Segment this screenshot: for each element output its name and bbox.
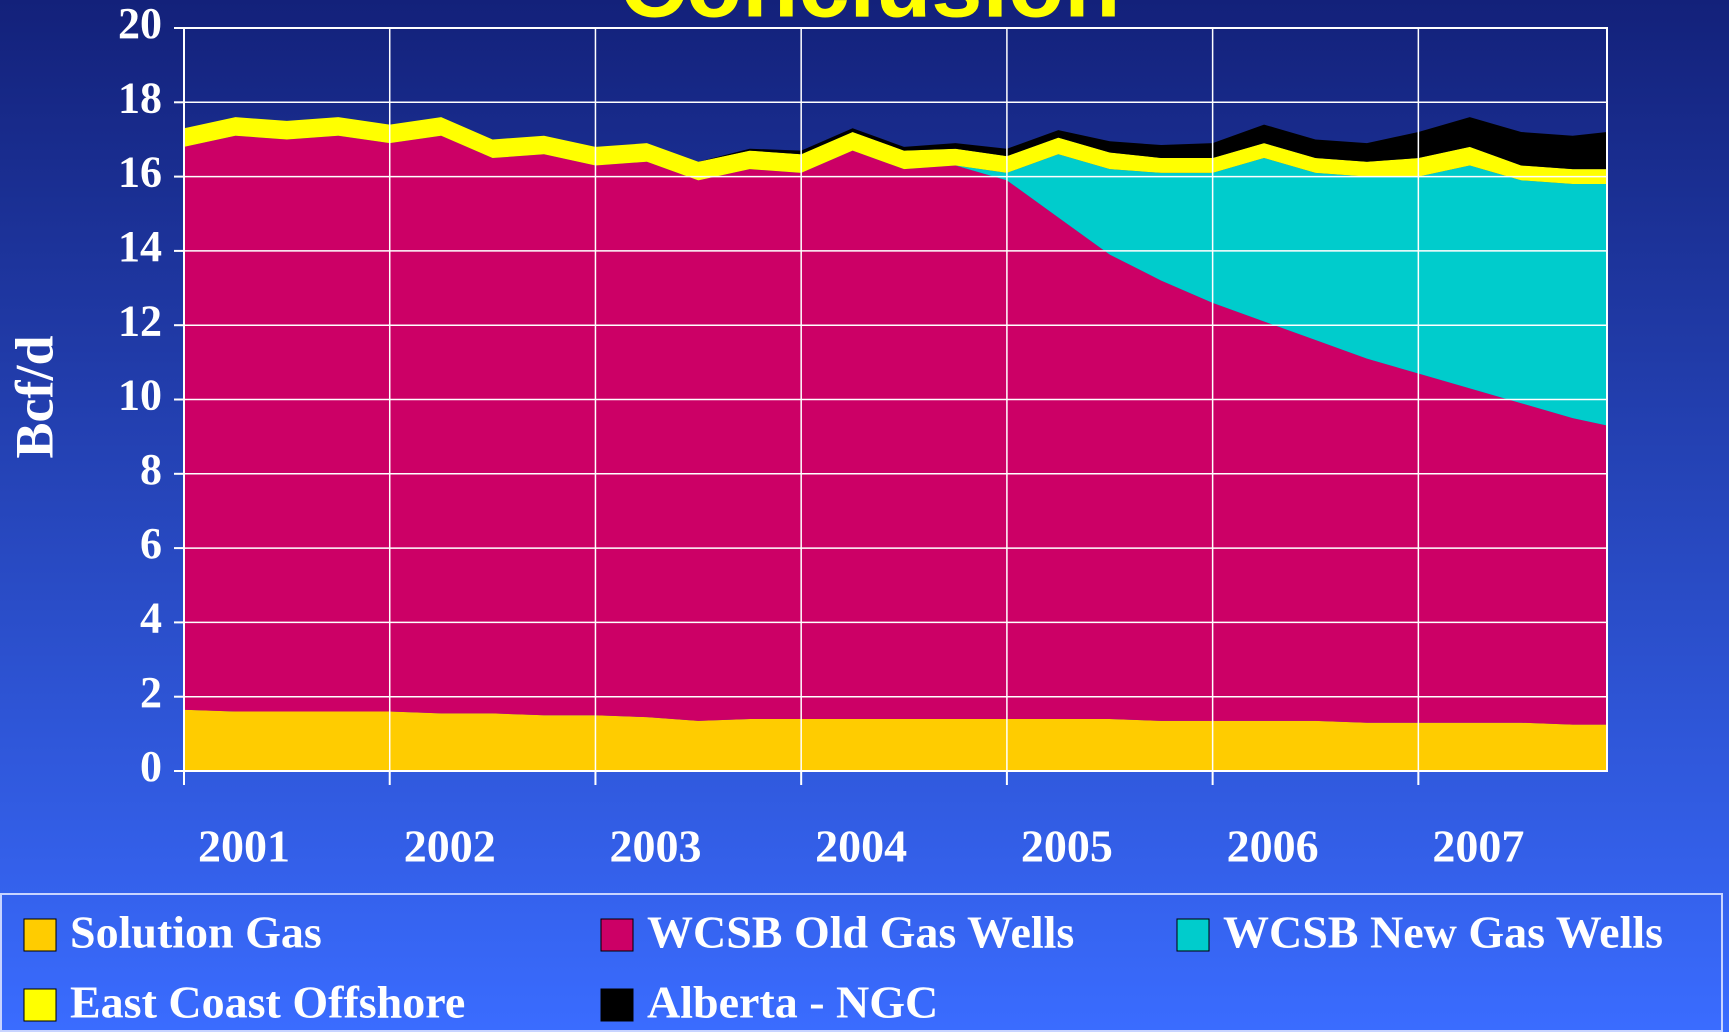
- x-tick-label: 2003: [609, 821, 701, 872]
- legend-label: WCSB Old Gas Wells: [647, 907, 1074, 958]
- legend-label: Solution Gas: [70, 907, 322, 958]
- x-tick-label: 2002: [404, 821, 496, 872]
- x-tick-label: 2007: [1432, 821, 1524, 872]
- x-tick-label: 2005: [1021, 821, 1113, 872]
- legend-swatch: [600, 918, 634, 952]
- y-tick-label: 14: [118, 222, 162, 271]
- area: [184, 709, 1607, 771]
- y-tick-label: 0: [140, 742, 162, 791]
- area: [184, 135, 1607, 725]
- y-tick-label: 8: [140, 445, 162, 494]
- x-tick-label: 2001: [198, 821, 290, 872]
- chart-title: Conclusion: [620, 0, 1121, 36]
- legend-swatch: [1176, 918, 1210, 952]
- legend-swatch: [600, 988, 634, 1022]
- legend-label: WCSB New Gas Wells: [1223, 907, 1663, 958]
- area: [184, 135, 1607, 426]
- x-tick-label: 2004: [815, 821, 907, 872]
- y-tick-label: 20: [118, 0, 162, 48]
- y-tick-label: 2: [140, 668, 162, 717]
- legend-swatch: [23, 988, 57, 1022]
- y-tick-label: 10: [118, 371, 162, 420]
- legend-label: Alberta - NGC: [647, 977, 938, 1028]
- legend-box: [0, 893, 1723, 1032]
- legend-swatch: [23, 918, 57, 952]
- y-tick-label: 16: [118, 148, 162, 197]
- y-tick-label: 18: [118, 73, 162, 122]
- plot-border: [183, 27, 1608, 772]
- y-tick-label: 6: [140, 519, 162, 568]
- y-tick-label: 4: [140, 593, 162, 642]
- area: [184, 117, 1607, 170]
- area: [184, 117, 1607, 185]
- y-axis-label: Bcf/d: [4, 335, 64, 458]
- x-tick-label: 2006: [1227, 821, 1319, 872]
- y-tick-label: 12: [118, 296, 162, 345]
- legend-label: East Coast Offshore: [70, 977, 465, 1028]
